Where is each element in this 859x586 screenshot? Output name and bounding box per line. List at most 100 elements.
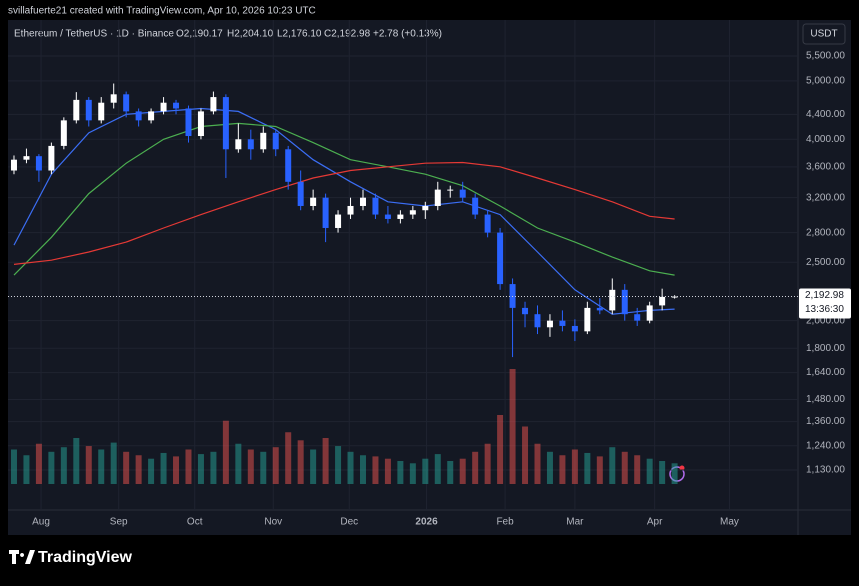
moving-average xyxy=(13,161,675,265)
currency-box[interactable] xyxy=(802,23,846,45)
x-tick-label: Apr xyxy=(647,517,663,528)
countdown: 13:36:30 xyxy=(805,304,844,315)
candle-body xyxy=(534,314,541,328)
volume-bar xyxy=(210,451,217,484)
volume-bar xyxy=(584,452,591,484)
candle-body xyxy=(422,205,429,211)
volume-bar xyxy=(409,463,416,484)
volume-bar xyxy=(509,369,516,484)
volume-bar xyxy=(123,451,130,484)
volume-bar xyxy=(347,451,354,484)
volume-bar xyxy=(35,443,42,484)
x-tick-label: May xyxy=(720,517,739,528)
candle-body xyxy=(522,307,529,315)
candle-body xyxy=(659,296,666,306)
candle-body xyxy=(621,289,628,315)
y-tick-label: 2,800.00 xyxy=(806,227,845,238)
volume-bar xyxy=(484,443,491,484)
volume-bar xyxy=(48,451,55,484)
volume-bar xyxy=(621,451,628,484)
volume-bar xyxy=(285,432,292,484)
candle-body xyxy=(559,320,566,326)
volume-bar xyxy=(559,455,566,484)
candle-body xyxy=(98,102,105,121)
candle-body xyxy=(335,214,342,228)
candle-body xyxy=(459,189,466,198)
candle-body xyxy=(197,111,204,137)
candle-body xyxy=(247,139,254,150)
candle-body xyxy=(110,94,117,103)
volume-bar xyxy=(310,449,317,484)
y-tick-label: 1,640.00 xyxy=(806,367,845,378)
y-tick-label: 5,000.00 xyxy=(806,76,845,87)
x-tick-label: 2026 xyxy=(415,517,438,528)
candle-body xyxy=(160,102,167,112)
candle-body xyxy=(297,181,304,206)
volume-bar xyxy=(222,420,229,484)
candle-body xyxy=(235,139,242,150)
header: svillafuerte21 created with TradingView.… xyxy=(8,6,316,17)
y-tick-label: 1,240.00 xyxy=(806,440,845,451)
change: +2.78 (+0.13%) xyxy=(373,29,442,40)
x-tick-label: Aug xyxy=(32,517,50,528)
moving-average xyxy=(13,122,675,276)
candle-body xyxy=(35,156,42,171)
volume-bar xyxy=(322,438,329,484)
volume-bar xyxy=(634,455,641,484)
volume-bar xyxy=(671,463,678,484)
brand-logo: TradingView xyxy=(9,549,133,566)
volume-bar xyxy=(659,461,666,484)
volume-bar xyxy=(247,449,254,484)
candle-body xyxy=(23,156,30,160)
volume-bar xyxy=(646,458,653,484)
candle-body xyxy=(397,214,404,219)
volume-bar xyxy=(10,449,17,484)
volume-bar xyxy=(98,449,105,484)
y-tick-label: 4,400.00 xyxy=(806,109,845,120)
volume-bar xyxy=(148,458,155,484)
volume-bar xyxy=(185,449,192,484)
y-tick-label: 1,360.00 xyxy=(806,416,845,427)
alert-dot xyxy=(679,465,685,471)
plot xyxy=(8,20,798,510)
ohlc-open: O2,190.17 xyxy=(176,29,223,40)
volume-bar xyxy=(23,455,30,484)
candle-body xyxy=(272,132,279,150)
candle-body xyxy=(347,205,354,215)
y-tick-label: 3,200.00 xyxy=(806,192,845,203)
volume-bar xyxy=(434,454,441,484)
y-tick-label: 2,500.00 xyxy=(806,257,845,268)
candle-body xyxy=(260,132,267,150)
y-tick-label: 1,130.00 xyxy=(806,465,845,476)
candle-body xyxy=(210,97,217,112)
brand: TradingView xyxy=(38,549,133,566)
ohlc-low: L2,176.10 xyxy=(277,29,322,40)
volume-bar xyxy=(596,456,603,484)
y-tick-label: 3,600.00 xyxy=(806,161,845,172)
y-tick-label: 4,000.00 xyxy=(806,134,845,145)
volume-bar xyxy=(359,455,366,484)
volume-bar xyxy=(609,447,616,484)
volume-bar xyxy=(197,454,204,484)
volume-bar xyxy=(173,456,180,484)
candle-body xyxy=(497,232,504,285)
volume-bar xyxy=(272,447,279,484)
volume-bar xyxy=(297,440,304,484)
volume-bar xyxy=(447,461,454,484)
volume-bar xyxy=(110,442,117,484)
candle-body xyxy=(584,307,591,332)
candle-body xyxy=(646,305,653,321)
ohlc-close: C2,192.98 xyxy=(324,29,371,40)
chart-panel xyxy=(8,20,851,535)
candle-body xyxy=(546,320,553,328)
volume-bar xyxy=(397,461,404,484)
x-tick-label: Dec xyxy=(340,517,358,528)
candle-body xyxy=(634,314,641,321)
candle-body xyxy=(571,325,578,332)
volume-bar xyxy=(60,447,67,484)
candle-body xyxy=(384,214,391,219)
candle-body xyxy=(447,189,454,191)
candle-body xyxy=(285,149,292,182)
candle-body xyxy=(148,111,155,121)
